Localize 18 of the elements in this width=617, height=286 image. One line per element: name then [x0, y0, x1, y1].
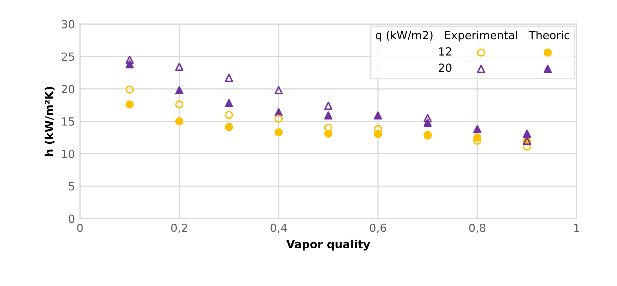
x-tick-label: 0,6 — [370, 224, 386, 234]
x-tick-label: 0,2 — [171, 224, 188, 234]
y-tick-label: 5 — [69, 182, 74, 191]
text: q (kW/m2) Experimental Theoric — [376, 30, 570, 42]
y-tick-label: 10 — [62, 150, 75, 158]
x-axis-title: Vapor quality — [286, 240, 370, 251]
legend-label: 20 — [439, 64, 452, 72]
x-tick-label: 0 — [77, 224, 84, 232]
x-tick-label: 1 — [574, 224, 580, 232]
x-tick-label: 0,4 — [270, 224, 288, 234]
legend-label: 12 — [440, 47, 452, 56]
y-tick-label: 0 — [69, 214, 75, 224]
y-tick-label: 15 — [62, 118, 74, 126]
y-axis-title: h (kW/m²K) — [44, 87, 55, 156]
y-tick-label: 25 — [62, 52, 74, 62]
x-tick-label: 0,8 — [469, 224, 486, 234]
y-tick-label: 30 — [62, 20, 75, 29]
y-tick-label: 20 — [62, 85, 75, 94]
